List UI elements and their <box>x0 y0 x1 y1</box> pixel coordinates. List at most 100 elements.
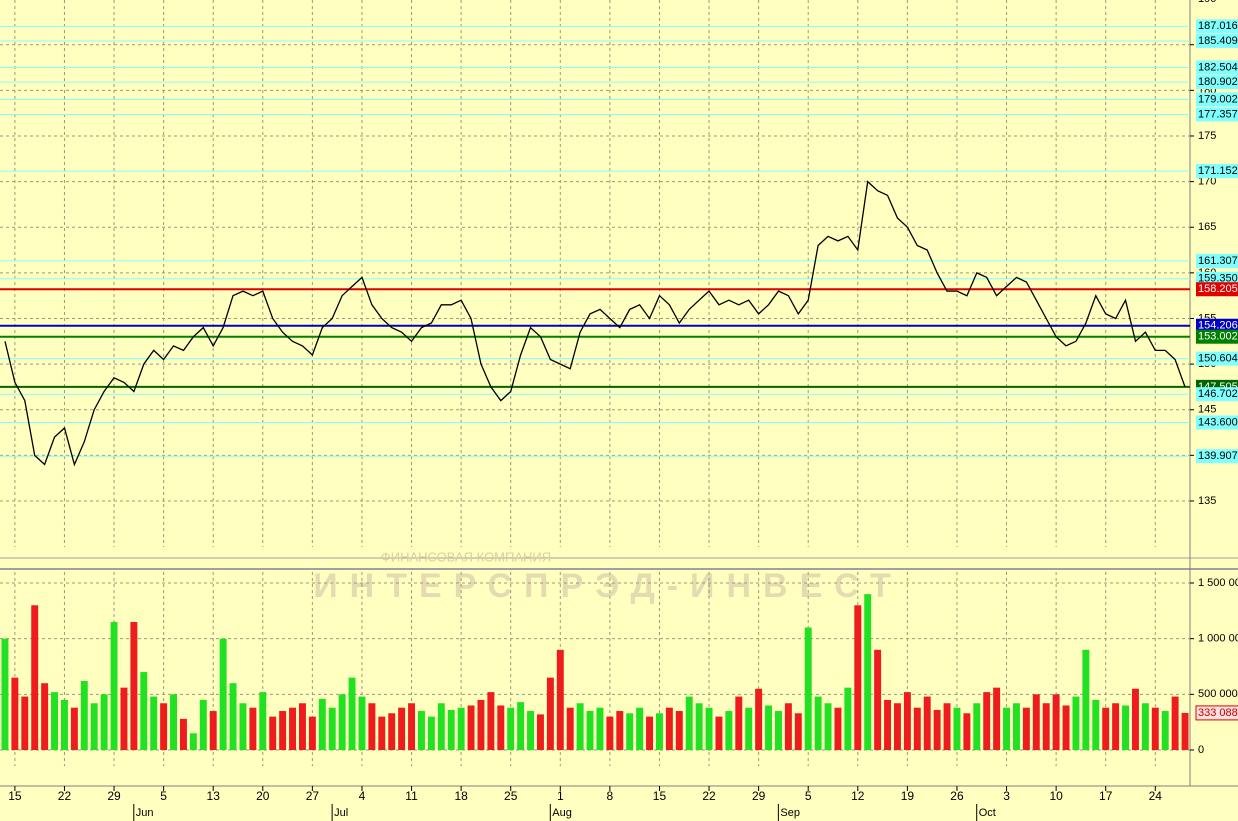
level-label-box <box>1196 107 1238 122</box>
x-tick-label: 29 <box>107 789 121 803</box>
volume-bar <box>745 707 753 751</box>
volume-bar <box>80 680 88 751</box>
level-label-box <box>1196 33 1238 48</box>
volume-bar <box>665 707 673 751</box>
x-tick-label: 22 <box>58 789 72 803</box>
volume-bar <box>239 703 247 751</box>
volume-bar <box>60 699 68 751</box>
level-label: 185.4097 <box>1198 35 1238 47</box>
level-label-box <box>1196 282 1238 297</box>
volume-bar <box>824 703 832 751</box>
volume-bar <box>298 703 306 751</box>
level-label-box <box>1196 92 1238 107</box>
volume-bar <box>655 713 663 751</box>
price-line <box>4 180 1186 467</box>
volume-bar <box>953 707 961 751</box>
x-tick-label: 10 <box>1049 789 1063 803</box>
x-tick-label: 13 <box>207 789 221 803</box>
month-label: Jul <box>334 807 348 819</box>
volume-bar <box>189 733 197 751</box>
volume-bar <box>457 707 465 751</box>
volume-bar <box>1062 705 1070 751</box>
x-tick-label: 15 <box>653 789 667 803</box>
y-tick-label: 1 500 000 <box>1198 577 1238 589</box>
volume-bar <box>378 716 386 751</box>
volume-bar <box>616 711 624 751</box>
x-tick-label: 5 <box>805 789 812 803</box>
volume-bar <box>100 694 108 751</box>
month-label: Jun <box>136 807 154 819</box>
watermark: ФИНАНСОВАЯ КОМПАНИЯ <box>381 549 551 564</box>
volume-bar <box>963 713 971 751</box>
volume-bar <box>199 699 207 751</box>
volume-bar <box>328 707 336 751</box>
month-label: Aug <box>552 807 572 819</box>
volume-bar <box>943 703 951 751</box>
volume-bar <box>308 716 316 751</box>
volume-bar <box>348 677 356 751</box>
volume-bar <box>318 698 326 751</box>
volume-bar <box>646 716 654 751</box>
volume-bar <box>814 696 822 751</box>
y-tick-label: 165 <box>1198 221 1216 233</box>
volume-bar <box>685 696 693 751</box>
volume-bar <box>229 683 237 751</box>
volume-bar <box>398 707 406 751</box>
volume-bar <box>556 649 564 751</box>
x-tick-label: 29 <box>752 789 766 803</box>
x-tick-label: 11 <box>405 789 418 803</box>
x-tick-label: 18 <box>454 789 468 803</box>
volume-bar <box>170 694 178 751</box>
volume-bar <box>388 713 396 751</box>
volume-bar <box>447 709 455 751</box>
volume-bar <box>933 709 941 751</box>
level-label-box <box>1196 75 1238 90</box>
volume-bar <box>596 707 604 751</box>
volume-bar <box>675 711 683 751</box>
volume-bar <box>774 711 782 751</box>
x-tick-label: 12 <box>851 789 865 803</box>
level-label-box <box>1196 318 1238 333</box>
volume-bar <box>120 687 128 751</box>
volume-bar <box>140 672 148 751</box>
level-label-box <box>1196 351 1238 366</box>
volume-bar <box>804 627 812 751</box>
volume-bar <box>1151 707 1159 751</box>
volume-bar <box>794 713 802 751</box>
volume-bar <box>893 703 901 751</box>
level-label-box <box>1196 253 1238 268</box>
volume-bar <box>1072 696 1080 751</box>
volume-bar <box>1131 688 1139 751</box>
x-tick-label: 26 <box>950 789 964 803</box>
volume-bar <box>21 696 29 751</box>
volume-bar <box>408 703 416 751</box>
volume-bar <box>1022 707 1030 751</box>
volume-bar <box>923 696 931 751</box>
x-tick-label: 5 <box>160 789 167 803</box>
volume-bar <box>487 692 495 751</box>
volume-bar <box>695 703 703 751</box>
y-tick-label: 145 <box>1198 404 1216 416</box>
volume-bar <box>1161 711 1169 751</box>
volume-bar <box>70 707 78 751</box>
level-label: 161.3075 <box>1198 255 1238 267</box>
watermark: ИНТЕРСПРЭД-ИНВЕСТ <box>313 567 903 605</box>
volume-bar <box>1141 703 1149 751</box>
volume-bar <box>864 594 872 751</box>
level-label: 177.357 <box>1198 108 1238 120</box>
volume-bar <box>1122 705 1130 751</box>
level-label: 153.002 <box>1198 331 1238 343</box>
volume-bar <box>130 621 138 751</box>
volume-bar <box>338 694 346 751</box>
month-label: Oct <box>979 807 996 819</box>
volume-bar <box>834 707 842 751</box>
volume-bar <box>765 705 773 751</box>
volume-bar <box>874 649 882 751</box>
last-value-label: 333 088 <box>1198 707 1238 719</box>
volume-bar <box>903 692 911 751</box>
level-label: 180.902 <box>1198 76 1238 88</box>
volume-bar <box>279 711 287 751</box>
volume-bar <box>536 714 544 751</box>
volume-bar <box>1032 694 1040 751</box>
